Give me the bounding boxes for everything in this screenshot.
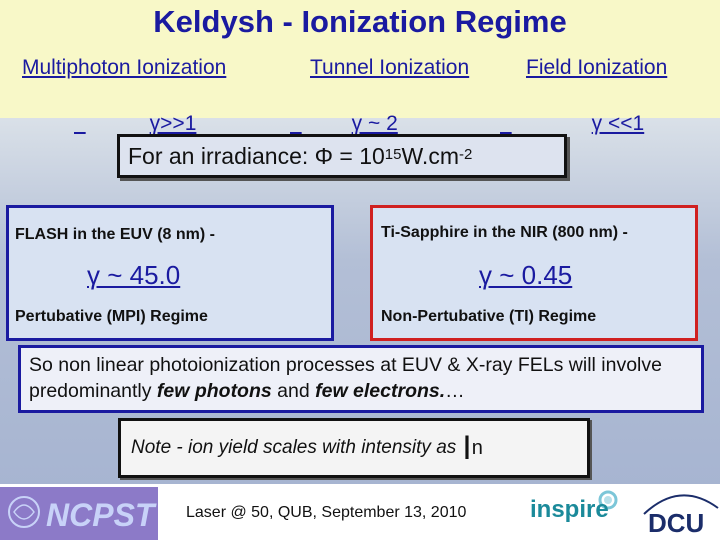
irradiance-prefix: For an irradiance: Φ = 10 [128,142,385,169]
gamma-tunnel: γ ~ 2 [290,88,450,136]
flash-source: FLASH in the EUV (8 nm) - [15,226,215,243]
gamma-tunnel-text: γ ~ 2 [351,112,398,135]
paragraph-emphasis-photons: few photons [156,380,272,402]
gamma-field: γ <<1 [500,88,650,136]
paragraph-ellipsis: … [445,380,465,402]
inspire-swirl-icon [598,490,618,510]
conference-footer: Laser @ 50, QUB, September 13, 2010 [186,504,467,521]
gamma-multiphoton-text: γ>>1 [149,112,197,135]
header-band [0,0,720,118]
regime-tunnel: Tunnel Ionization [310,56,470,79]
irradiance-unit: W.cm [401,142,459,169]
regime-multiphoton: Multiphoton Ionization [22,56,227,79]
ncpst-logo-bg [0,487,158,540]
tisapphire-source: Ti-Sapphire in the NIR (800 nm) - [381,224,628,241]
inspire-logo: inspire [530,496,609,523]
flash-gamma: γ ~ 45.0 [87,260,181,290]
irradiance-exponent: 15 [384,145,402,163]
irradiance-unit-exponent: -2 [458,145,473,163]
dcu-arc-icon [643,494,719,515]
gamma-field-text: γ <<1 [591,112,645,135]
dcu-logo: DCU [648,508,705,538]
note-text: Note - ion yield scales with intensity a… [131,437,457,458]
ncpst-logo: NCPST [46,497,155,533]
ncpst-emblem-icon [8,496,40,528]
conclusion-paragraph: So non linear photoionization processes … [18,345,704,413]
gamma-multiphoton: γ>>1 [74,88,290,136]
slide-title: Keldysh - Ionization Regime [153,4,567,39]
paragraph-emphasis-electrons: few electrons. [315,380,446,402]
note-power: n [471,436,483,459]
paragraph-text-2: and [271,380,316,402]
irradiance-box: For an irradiance: Φ = 10 15 W.cm -2 [117,134,567,178]
tisapphire-gamma: γ ~ 0.45 [479,260,573,290]
tisapphire-regime: Non-Pertubative (TI) Regime [381,308,597,325]
note-box: Note - ion yield scales with intensity a… [118,418,590,478]
note-intensity-symbol: I [462,428,472,467]
tisapphire-panel: Ti-Sapphire in the NIR (800 nm) - γ ~ 0.… [370,205,698,341]
paragraph-text-1: So non linear photoionization processes … [29,354,662,402]
regime-field: Field Ionization [526,56,668,79]
flash-panel: FLASH in the EUV (8 nm) - γ ~ 45.0 Pertu… [6,205,334,341]
flash-regime: Pertubative (MPI) Regime [15,308,208,325]
